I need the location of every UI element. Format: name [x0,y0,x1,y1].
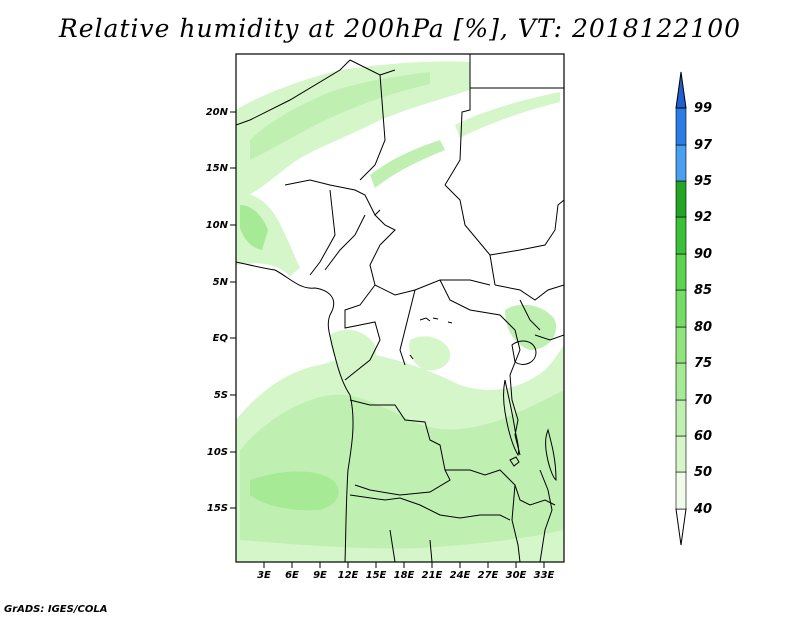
colorbar-label: 85 [694,283,712,298]
colorbar-label: 80 [694,320,712,335]
colorbar-segment [675,107,687,146]
colorbar-segment [675,216,687,255]
colorbar-segment [675,180,687,218]
colorbar-segment [675,435,687,473]
lake-tanganyika [503,379,520,457]
lon-tick-label: 30E [506,570,527,581]
longitude-axis: 3E 6E 9E 12E 15E 18E 21E 24E 27E 30E 33E [257,562,555,581]
colorbar-label: 40 [693,502,712,517]
map-frame [235,53,565,563]
credit-label: GrADS: IGES/COLA [4,604,108,615]
colorbar-bottom-arrow [675,508,687,546]
colorbar-segment [675,326,687,364]
colorbar-label: 50 [694,465,712,480]
colorbar-segment [675,253,687,291]
colorbar-segment [675,144,687,182]
coastline-west-africa [236,261,354,562]
colorbar-segment [675,289,687,328]
colorbar-label: 92 [694,210,712,225]
lon-tick-label: 15E [366,570,387,581]
lon-tick-label: 9E [313,570,327,581]
lat-tick-label: 10N [206,220,229,231]
colorbar-label: 75 [694,356,712,371]
lat-tick-label: 5N [213,277,229,288]
small-lakes [409,317,520,467]
map-title: Relative humidity at 200hPa [%], VT: 201… [58,14,742,43]
humidity-area-south-streak [250,471,339,511]
colorbar-label: 60 [694,429,712,444]
border-nigeria-cameroon [309,189,366,276]
lon-tick-label: 24E [450,570,471,581]
humidity-area-northeast-streak [455,92,560,138]
lon-tick-label: 33E [534,570,555,581]
lon-tick-label: 6E [285,570,299,581]
border-sahara-north [236,59,396,181]
country-borders [236,54,564,562]
humidity-area-central-patch [409,336,451,371]
lat-tick-label: EQ [213,333,229,344]
border-chad-sudan [444,184,496,286]
colorbar-segment [675,471,687,510]
border-sudan-southsudan [489,199,564,256]
lake-victoria [511,340,537,365]
colorbar-label: 95 [694,174,712,189]
border-east-africa-lakes [509,299,564,456]
lon-tick-label: 3E [257,570,271,581]
colorbar-segment [675,399,687,437]
colorbar-segment [675,362,687,401]
lat-tick-label: 15S [207,503,228,514]
colorbar: 40 50 60 70 75 80 85 90 92 95 97 99 [675,71,713,546]
lat-tick-label: 15N [206,163,229,174]
lat-tick-label: 20N [206,107,229,118]
border-chad-car [369,214,491,296]
humidity-area-west-coast-core [240,205,268,250]
border-car-congo [344,284,381,381]
lon-tick-label: 12E [338,570,359,581]
humidity-area-north-band-core [250,72,430,160]
lon-tick-label: 18E [394,570,415,581]
colorbar-label: 99 [694,101,712,116]
border-angola [349,399,451,496]
lake-malawi [545,428,557,481]
border-drc-north [399,279,521,366]
lon-tick-label: 27E [478,570,499,581]
colorbar-label: 70 [694,393,712,408]
lat-tick-label: 10S [207,447,228,458]
border-mozambique [511,469,553,562]
colorbar-top-arrow [675,71,687,109]
humidity-area-sahel-streak [370,140,445,188]
border-namibia-botswana [349,494,511,562]
border-southsudan-drc [494,284,564,301]
colorbar-label: 90 [694,247,712,262]
lon-tick-label: 21E [422,570,443,581]
humidity-area-east-patch [505,304,557,350]
latitude-axis: 20N 15N 10N 5N EQ 5S 10S 15S [206,107,236,514]
colorbar-label: 97 [694,138,713,153]
border-libya-east [444,54,471,186]
humidity-area-north-band [236,61,470,201]
lat-tick-label: 5S [214,390,228,401]
